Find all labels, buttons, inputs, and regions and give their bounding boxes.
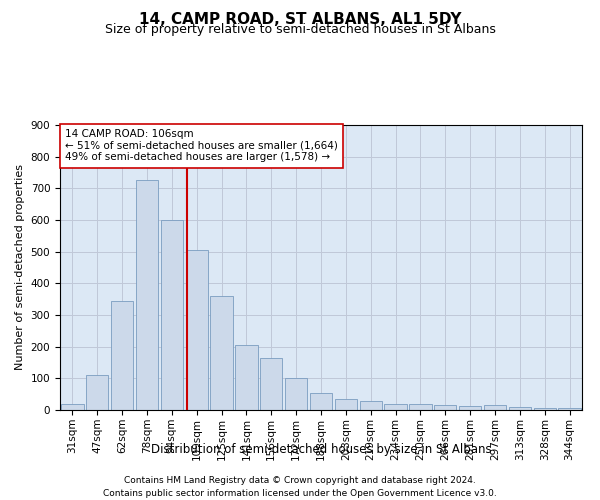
Bar [509, 407, 531, 410]
Bar [409, 404, 431, 410]
Bar [484, 405, 506, 410]
Text: Contains public sector information licensed under the Open Government Licence v3: Contains public sector information licen… [103, 489, 497, 498]
Bar [359, 400, 382, 410]
Bar [533, 408, 556, 410]
Bar [136, 180, 158, 410]
Text: Size of property relative to semi-detached houses in St Albans: Size of property relative to semi-detach… [104, 22, 496, 36]
Text: Distribution of semi-detached houses by size in St Albans: Distribution of semi-detached houses by … [151, 442, 491, 456]
Bar [61, 404, 83, 410]
Bar [310, 392, 332, 410]
Bar [559, 408, 581, 410]
Text: Contains HM Land Registry data © Crown copyright and database right 2024.: Contains HM Land Registry data © Crown c… [124, 476, 476, 485]
Bar [260, 358, 283, 410]
Bar [185, 250, 208, 410]
Bar [459, 406, 481, 410]
Bar [434, 405, 457, 410]
Bar [211, 296, 233, 410]
Bar [235, 345, 257, 410]
Bar [161, 220, 183, 410]
Bar [335, 399, 357, 410]
Y-axis label: Number of semi-detached properties: Number of semi-detached properties [15, 164, 25, 370]
Bar [111, 300, 133, 410]
Bar [385, 404, 407, 410]
Bar [86, 375, 109, 410]
Text: 14, CAMP ROAD, ST ALBANS, AL1 5DY: 14, CAMP ROAD, ST ALBANS, AL1 5DY [139, 12, 461, 28]
Bar [285, 378, 307, 410]
Text: 14 CAMP ROAD: 106sqm
← 51% of semi-detached houses are smaller (1,664)
49% of se: 14 CAMP ROAD: 106sqm ← 51% of semi-detac… [65, 130, 338, 162]
